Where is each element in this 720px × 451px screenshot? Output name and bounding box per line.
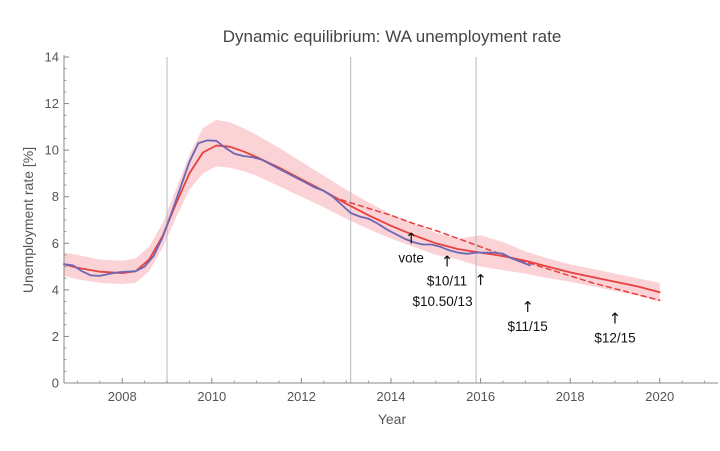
y-tick-label: 12: [45, 96, 59, 111]
annotation-arrow: ↑: [609, 310, 622, 328]
chart-title: Dynamic equilibrium: WA unemployment rat…: [223, 27, 562, 46]
x-tick-label: 2020: [645, 389, 674, 404]
vertical-lines: [166, 57, 477, 383]
annotation-label: $12/15: [594, 331, 635, 346]
series-layer: [63, 139, 661, 302]
y-tick-label: 0: [52, 376, 59, 391]
x-tick-label: 2012: [287, 389, 316, 404]
annotation-arrow: ↑: [474, 271, 487, 289]
annotation: ↑$10.50/13: [413, 271, 487, 309]
annotation: ↑ $10/11: [427, 253, 467, 289]
annotation-arrow: ↑: [521, 298, 534, 316]
series-dynamic-equilibrium-model: [63, 144, 661, 294]
y-tick-label: 10: [45, 143, 59, 158]
annotation: ↑ $11/15: [507, 298, 547, 334]
x-tick-label: 2016: [466, 389, 495, 404]
annotation-arrow: ↑: [405, 229, 418, 247]
annotation-label: vote: [398, 250, 424, 265]
annotation-label: $11/15: [507, 319, 547, 334]
annotation-arrow: ↑: [441, 253, 454, 271]
y-tick-label: 2: [52, 329, 59, 344]
annotations: ↑vote ↑$10/11 ↑$10.50/13 ↑$11/15 ↑$12/15: [398, 229, 635, 345]
error-band: [64, 119, 660, 302]
axes: 0 2 4 6 8 10 12 14 2008 2010 2012 2014 2016 2018 2020: [45, 50, 718, 404]
y-axis-label: Unemployment rate [%]: [20, 147, 36, 293]
x-tick-label: 2018: [556, 389, 585, 404]
x-tick-label: 2014: [377, 389, 406, 404]
y-tick-label: 6: [52, 236, 59, 251]
series-unemployment-rate-data-: [63, 139, 531, 277]
annotation: ↑ vote: [398, 229, 424, 265]
annotation-label: $10/11: [427, 274, 467, 289]
series-model-forecast-alternate-: [332, 195, 661, 302]
annotation: ↑ $12/15: [594, 310, 635, 346]
y-tick-label: 14: [45, 50, 59, 65]
x-axis-label: Year: [378, 411, 407, 427]
y-tick-label: 8: [52, 189, 59, 204]
x-tick-label: 2008: [108, 389, 137, 404]
x-tick-label: 2010: [197, 389, 226, 404]
annotation-label: $10.50/13: [413, 294, 473, 309]
y-tick-label: 4: [52, 282, 59, 297]
band-layer: [64, 119, 660, 302]
